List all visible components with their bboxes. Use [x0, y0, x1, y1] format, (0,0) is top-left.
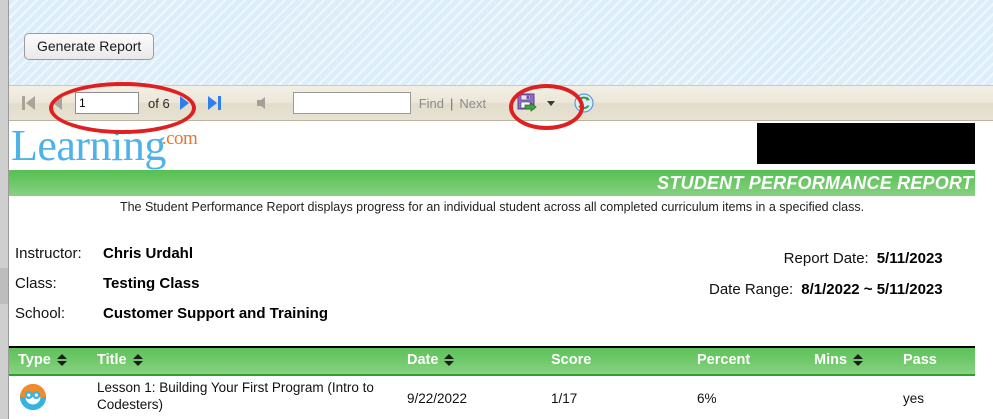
report-meta: Instructor: Chris Urdahl Class: Testing …	[9, 245, 975, 325]
refresh-icon[interactable]	[574, 92, 594, 114]
date-range-value: 8/1/2022 ~ 5/11/2023	[801, 281, 943, 298]
export-save-icon[interactable]	[517, 92, 538, 114]
meta-row-report-date: Report Date: 5/11/2023	[709, 250, 943, 281]
column-header-mins-label: Mins	[814, 352, 848, 368]
cell-date: 9/22/2022	[407, 391, 468, 406]
instructor-value: Chris Urdahl	[103, 245, 194, 262]
find-link[interactable]: Find	[418, 95, 444, 111]
meta-row-instructor: Instructor: Chris Urdahl	[15, 245, 328, 275]
column-header-mins[interactable]: Mins	[814, 352, 864, 368]
export-dropdown-caret[interactable]	[547, 92, 556, 114]
learning-com-logo: Learning.com	[11, 121, 198, 172]
report-date-label: Report Date:	[783, 250, 869, 267]
sort-toggle-icon[interactable]	[132, 354, 143, 366]
back-arrow-icon[interactable]	[256, 92, 265, 114]
last-page-icon[interactable]	[207, 92, 221, 114]
cell-title: Lesson 1: Building Your First Program (I…	[97, 380, 374, 412]
refresh-glyph	[574, 93, 594, 113]
sort-toggle-icon[interactable]	[853, 354, 864, 366]
previous-page-icon[interactable]	[53, 92, 62, 114]
sort-toggle-icon[interactable]	[56, 354, 67, 366]
meta-row-class: Class: Testing Class	[15, 275, 328, 305]
lesson-icon	[19, 383, 47, 411]
generate-report-button[interactable]: Generate Report	[24, 33, 155, 60]
scrollbar-thumb[interactable]	[0, 268, 8, 304]
school-label: School:	[15, 305, 66, 322]
column-header-percent: Percent	[697, 352, 750, 368]
page-number-input[interactable]	[75, 92, 139, 114]
date-range-label: Date Range:	[709, 281, 794, 298]
redacted-black-box	[757, 123, 975, 164]
export-save-glyph	[517, 93, 537, 112]
sort-toggle-icon[interactable]	[444, 354, 455, 366]
column-header-score: Score	[551, 352, 591, 368]
column-header-pass-label: Pass	[903, 352, 937, 368]
report-meta-right: Report Date: 5/11/2023 Date Range: 8/1/2…	[709, 250, 943, 312]
find-input[interactable]	[292, 92, 411, 114]
report-description: The Student Performance Report displays …	[119, 200, 865, 214]
column-header-score-label: Score	[551, 352, 592, 368]
next-link[interactable]: Next	[459, 95, 487, 111]
report-content: Learning.com STUDENT PERFORMANCE REPORT …	[9, 121, 993, 419]
find-next-separator: |	[449, 95, 454, 111]
first-page-icon[interactable]	[22, 92, 35, 114]
table-header-row: Type Title Date Score Percent	[9, 346, 975, 374]
report-viewer-toolbar: of 6 Find | Next	[9, 85, 993, 121]
page-title: STUDENT PERFORMANCE REPORT	[657, 172, 973, 193]
column-header-title[interactable]: Title	[97, 352, 143, 368]
column-header-title-label: Title	[97, 352, 127, 368]
column-header-type-label: Type	[18, 352, 51, 368]
school-value: Customer Support and Training	[103, 305, 329, 322]
class-value: Testing Class	[103, 275, 200, 292]
page-count-label: of 6	[148, 95, 170, 111]
next-page-icon[interactable]	[179, 92, 189, 114]
cell-score: 1/17	[551, 391, 578, 406]
top-panel: Generate Report	[9, 0, 993, 85]
table-row: Lesson 1: Building Your First Program (I…	[9, 374, 975, 419]
cell-percent: 6%	[697, 391, 717, 406]
cell-pass: yes	[903, 391, 925, 406]
column-header-date-label: Date	[407, 352, 439, 368]
logo-dotcom: .com	[161, 128, 198, 149]
report-date-value: 5/11/2023	[876, 250, 943, 267]
instructor-label: Instructor:	[15, 245, 82, 262]
page-scroll-gutter[interactable]	[0, 0, 9, 419]
column-header-date[interactable]: Date	[407, 352, 455, 368]
meta-row-date-range: Date Range: 8/1/2022 ~ 5/11/2023	[709, 281, 943, 312]
report-title-bar: STUDENT PERFORMANCE REPORT	[9, 170, 975, 196]
report-meta-left: Instructor: Chris Urdahl Class: Testing …	[15, 245, 328, 335]
class-label: Class:	[15, 275, 57, 292]
performance-table: Type Title Date Score Percent	[9, 346, 975, 419]
column-header-type[interactable]: Type	[18, 352, 67, 368]
meta-row-school: School: Customer Support and Training	[15, 305, 328, 335]
column-header-percent-label: Percent	[697, 352, 751, 368]
logo-wordmark: Learning	[11, 121, 166, 170]
column-header-pass: Pass	[903, 352, 937, 368]
